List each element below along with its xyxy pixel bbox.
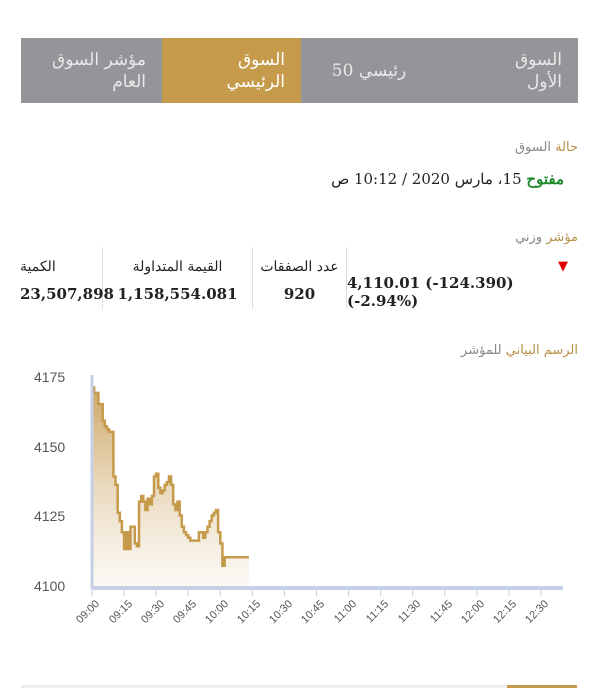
tab-main-market[interactable]: السوق الرئيسي — [162, 38, 301, 103]
y-tick-label: 4125 — [34, 508, 66, 525]
index-chart-plot — [90, 375, 563, 596]
bottom-accent-bar — [507, 685, 577, 688]
y-tick-label: 4150 — [34, 438, 66, 455]
deals-label: عدد الصفقات — [260, 259, 339, 275]
index-value: 4,110.01 (-124.390) (-2.94%) — [347, 274, 514, 310]
chart-title: الرسم البياني للمؤشر — [461, 343, 578, 358]
index-value-cell: ▼ 4,110.01 (-124.390) (-2.94%) — [347, 247, 578, 310]
market-status-label: حالة السوق — [515, 140, 578, 155]
quantity-label: الكمية — [20, 259, 56, 275]
index-chart[interactable]: 09:00 09:15 09:30 09:45 10:00 10:15 10:30 10:45… — [0, 360, 600, 650]
chart-title-rest: للمؤشر — [461, 343, 506, 358]
index-label: مؤشر وزني — [515, 230, 578, 245]
market-datetime: 15، مارس 2020 / 10:12 ص — [331, 170, 527, 188]
quantity-cell: الكمية 23,507,898 — [12, 247, 114, 309]
traded-value-label: القيمة المتداولة — [132, 259, 223, 275]
tab-main-50[interactable]: رئيسي 50 — [331, 60, 407, 81]
market-open-status: مفتوح — [526, 170, 564, 188]
index-label-rest: وزني — [515, 230, 547, 245]
deals-value: 920 — [283, 285, 316, 303]
y-tick-label: 4175 — [34, 369, 66, 385]
deals-cell: عدد الصفقات 920 — [252, 247, 347, 309]
market-tabs: السوق الأول رئيسي 50 السوق الرئيسي مؤشر … — [21, 38, 578, 103]
down-arrow-icon: ▼ — [558, 259, 568, 274]
market-status-label-accent: حالة — [555, 140, 578, 155]
y-tick-label: 4100 — [34, 578, 66, 594]
bottom-divider — [21, 685, 577, 688]
market-status-label-rest: السوق — [514, 140, 556, 155]
quantity-value: 23,507,898 — [20, 285, 114, 303]
traded-value: 1,158,554.081 — [117, 285, 238, 303]
tab-first-market[interactable]: السوق الأول — [514, 49, 562, 92]
index-line — [92, 386, 249, 567]
chart-title-accent: الرسم البياني — [505, 343, 578, 358]
tab-general-index[interactable]: مؤشر السوق العام — [52, 49, 146, 92]
index-stats: ▼ 4,110.01 (-124.390) (-2.94%) عدد الصفق… — [12, 247, 578, 310]
traded-value-cell: القيمة المتداولة 1,158,554.081 — [102, 247, 252, 309]
index-label-accent: مؤشر — [546, 230, 578, 245]
market-status-line: مفتوح 15، مارس 2020 / 10:12 ص — [331, 170, 564, 188]
